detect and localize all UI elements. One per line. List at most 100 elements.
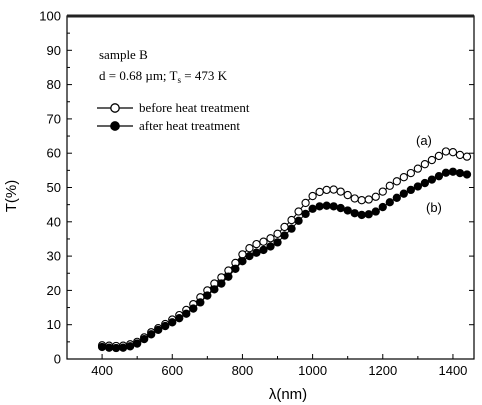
data-point: [280, 231, 289, 240]
data-point: [427, 155, 437, 165]
data-point: [147, 330, 156, 339]
data-point: [231, 264, 240, 273]
data-point: [378, 202, 387, 212]
data-point: [97, 342, 107, 352]
data-point: [434, 172, 444, 181]
data-point: [343, 190, 352, 200]
data-point: [308, 204, 317, 213]
data-point: [104, 343, 114, 352]
data-point: [413, 164, 423, 173]
data-point: [448, 148, 458, 157]
data-point: [294, 216, 303, 225]
data-point: [273, 238, 282, 247]
series-line: [102, 150, 468, 347]
x-tick-label: 1200: [368, 363, 397, 378]
data-point: [385, 198, 394, 207]
legend-label-before: before heat treatment: [139, 100, 250, 115]
data-point: [287, 215, 296, 225]
data-point: [245, 251, 254, 261]
data-point: [350, 209, 359, 218]
y-axis-label: T(%): [3, 180, 20, 213]
data-point: [252, 239, 261, 249]
data-point: [357, 210, 366, 220]
data-point: [259, 237, 268, 246]
data-point: [399, 189, 408, 198]
data-point: [168, 318, 177, 327]
data-point: [217, 279, 226, 288]
data-point: [196, 298, 205, 307]
data-point: [399, 173, 408, 182]
data-point: [455, 150, 465, 160]
y-tick-label: 0: [54, 352, 61, 367]
data-point: [287, 224, 296, 233]
series-before-heat-treatment: [97, 147, 472, 351]
x-tick-label: 400: [91, 363, 113, 378]
data-point: [455, 168, 465, 178]
series-line: [102, 171, 468, 349]
data-point: [420, 160, 430, 169]
x-tick-label: 800: [232, 363, 254, 378]
legend-marker-after: [110, 121, 120, 131]
y-tick-label: 30: [47, 249, 61, 264]
data-point: [252, 248, 261, 257]
data-point: [315, 202, 324, 211]
data-point: [322, 185, 331, 195]
data-point: [329, 185, 338, 194]
data-point: [413, 182, 423, 191]
data-point: [364, 195, 373, 204]
info-subscript: s: [178, 75, 182, 85]
data-point: [350, 194, 359, 203]
data-point: [238, 257, 247, 266]
data-point: [343, 206, 352, 215]
y-tick-label: 40: [47, 214, 61, 229]
data-point: [182, 309, 191, 318]
data-point: [154, 325, 163, 334]
data-point: [266, 242, 275, 251]
y-tick-label: 10: [47, 317, 61, 332]
annotation-a: (a): [416, 133, 432, 148]
data-point: [406, 185, 415, 195]
data-point: [189, 304, 198, 313]
y-tick-label: 20: [47, 283, 61, 298]
data-point: [371, 207, 380, 216]
data-point: [140, 334, 149, 344]
series-after-heat-treatment: [97, 167, 472, 353]
data-point: [336, 187, 345, 196]
x-tick-label: 1000: [298, 363, 327, 378]
data-point: [364, 210, 373, 219]
info-box: sample B d = 0.68 µm; Ts = 473 K: [99, 47, 228, 85]
data-point: [175, 314, 184, 323]
annotation-b: (b): [426, 200, 442, 215]
data-point: [329, 202, 338, 211]
data-point: [308, 191, 317, 201]
y-tick-label: 100: [39, 9, 61, 24]
data-point: [111, 343, 121, 353]
legend: before heat treatment after heat treatme…: [97, 100, 250, 133]
data-point: [322, 201, 331, 210]
data-point: [427, 175, 437, 184]
data-point: [357, 196, 366, 205]
data-point: [315, 187, 324, 197]
data-point: [210, 285, 219, 294]
data-point: [301, 198, 310, 208]
data-point: [406, 168, 415, 178]
data-point: [462, 152, 472, 161]
y-tick-label: 70: [47, 111, 61, 126]
sample-label: sample B: [99, 47, 148, 62]
x-axis-label: λ(nm): [269, 386, 307, 403]
data-point: [273, 229, 282, 238]
data-point: [385, 181, 394, 190]
data-point: [126, 342, 135, 351]
legend-marker-before: [110, 103, 120, 113]
data-point: [392, 193, 401, 202]
y-tick-label: 60: [47, 146, 61, 161]
data-point: [259, 245, 268, 255]
data-point: [203, 291, 212, 300]
y-tick-label: 80: [47, 77, 61, 92]
data-point: [224, 272, 233, 281]
data-point: [420, 178, 430, 188]
data-point: [280, 222, 289, 232]
data-point: [266, 234, 275, 243]
data-point: [392, 177, 401, 186]
